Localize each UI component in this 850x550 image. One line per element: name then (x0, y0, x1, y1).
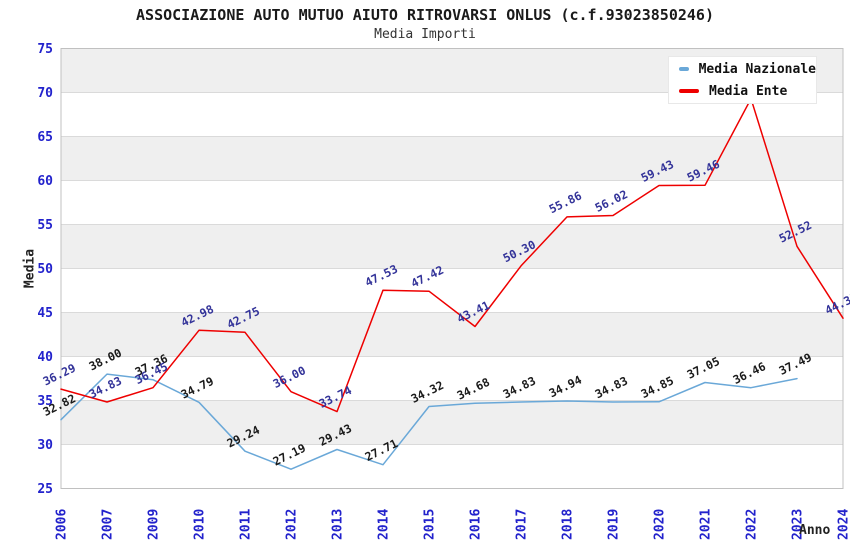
y-tick-label: 50 (37, 262, 53, 277)
x-tick-label: 2020 (653, 509, 668, 540)
legend-label: Media Ente (709, 83, 788, 99)
x-tick-label: 2023 (791, 509, 806, 540)
y-tick-label: 70 (37, 86, 53, 101)
background-band (61, 224, 843, 269)
media-nazionale-line-icon (679, 67, 689, 71)
media-ente-line-icon (679, 89, 699, 93)
x-tick-label: 2010 (193, 509, 208, 540)
x-tick-label: 2009 (147, 509, 162, 540)
x-tick-label: 2007 (101, 509, 116, 540)
x-tick-label: 2013 (331, 509, 346, 540)
series-line-media-nazionale (60, 373, 798, 470)
x-tick-label: 2012 (285, 509, 300, 540)
legend-label: Media Nazionale (698, 61, 816, 77)
legend: Media Nazionale Media Ente (669, 57, 816, 103)
legend-item-media-ente: Media Ente (679, 82, 816, 100)
y-axis-title: Media (22, 248, 38, 289)
series-line-media-ente (60, 97, 844, 413)
x-tick-label: 2021 (699, 509, 714, 540)
y-tick-label: 35 (37, 394, 53, 409)
y-tick-label: 45 (37, 306, 53, 321)
x-tick-label: 2015 (423, 509, 438, 540)
x-tick-label: 2006 (55, 509, 70, 540)
x-tick-label: 2014 (377, 509, 392, 540)
x-axis-title: Anno (799, 523, 831, 538)
chart-title: ASSOCIAZIONE AUTO MUTUO AIUTO RITROVARSI… (136, 6, 714, 24)
y-tick-label: 30 (37, 438, 53, 453)
background-band (61, 312, 843, 357)
background-band (61, 136, 843, 181)
background-band (61, 400, 843, 445)
plot-border (60, 48, 844, 489)
y-tick-label: 25 (37, 482, 53, 497)
x-tick-label: 2018 (561, 509, 576, 540)
x-tick-label: 2016 (469, 509, 484, 540)
legend-item-media-nazionale: Media Nazionale (679, 60, 816, 78)
y-tick-label: 65 (37, 130, 53, 145)
x-tick-label: 2022 (745, 509, 760, 540)
y-tick-label: 75 (37, 42, 53, 57)
y-tick-label: 55 (37, 218, 53, 233)
y-tick-label: 40 (37, 350, 53, 365)
x-tick-label: 2019 (607, 509, 622, 540)
x-tick-label: 2011 (239, 509, 254, 540)
x-tick-label: 2024 (837, 509, 850, 540)
y-tick-label: 60 (37, 174, 53, 189)
x-tick-label: 2017 (515, 509, 530, 540)
chart-subtitle: Media Importi (374, 27, 476, 42)
